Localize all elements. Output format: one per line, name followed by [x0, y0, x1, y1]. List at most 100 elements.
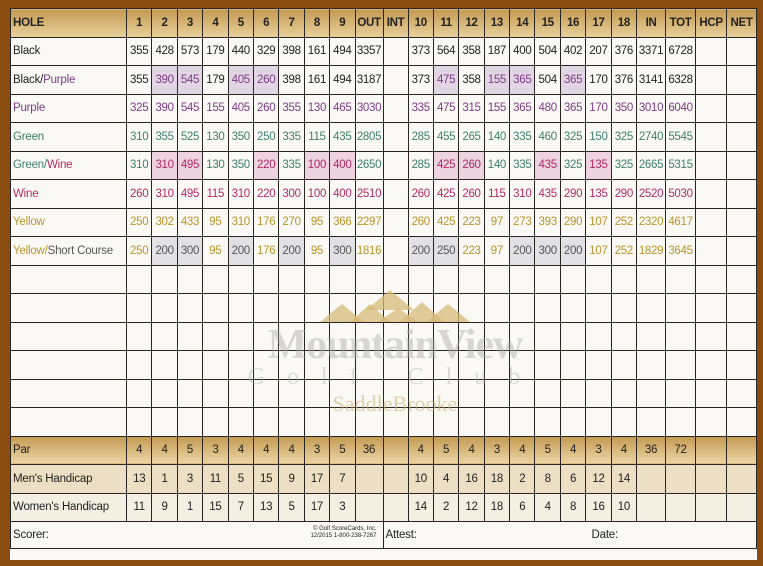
score-cell[interactable] — [458, 378, 485, 408]
score-cell[interactable] — [665, 321, 697, 351]
player-name-cell[interactable] — [10, 407, 127, 437]
attest-field[interactable]: Attest: Date: — [382, 521, 758, 549]
score-cell[interactable] — [278, 264, 305, 294]
score-cell[interactable] — [125, 264, 153, 294]
score-cell[interactable] — [509, 293, 536, 323]
score-cell[interactable] — [458, 350, 485, 380]
score-cell[interactable] — [151, 321, 178, 351]
score-cell[interactable] — [665, 407, 697, 437]
player-name-cell[interactable] — [10, 293, 127, 323]
score-cell[interactable] — [407, 321, 434, 351]
score-cell[interactable] — [151, 378, 178, 408]
score-cell[interactable] — [278, 407, 305, 437]
score-cell[interactable] — [534, 350, 561, 380]
score-cell[interactable] — [303, 378, 331, 408]
score-cell[interactable] — [559, 264, 587, 294]
score-cell[interactable] — [278, 321, 305, 351]
net-cell[interactable] — [726, 122, 758, 152]
score-cell[interactable] — [585, 407, 612, 437]
score-cell[interactable] — [151, 293, 178, 323]
score-cell[interactable] — [432, 350, 460, 380]
score-cell[interactable] — [559, 407, 587, 437]
score-cell[interactable] — [483, 407, 511, 437]
score-cell[interactable] — [636, 264, 667, 294]
score-cell[interactable] — [329, 407, 356, 437]
score-cell[interactable] — [354, 407, 384, 437]
score-cell[interactable] — [329, 321, 356, 351]
net-cell[interactable] — [726, 179, 758, 209]
score-cell[interactable] — [559, 378, 587, 408]
score-cell[interactable] — [382, 350, 409, 380]
net-cell[interactable] — [726, 93, 758, 123]
score-cell[interactable] — [726, 264, 758, 294]
score-cell[interactable] — [227, 293, 254, 323]
score-cell[interactable] — [407, 407, 434, 437]
score-cell[interactable] — [176, 378, 204, 408]
score-cell[interactable] — [695, 293, 728, 323]
score-cell[interactable] — [726, 378, 758, 408]
score-cell[interactable] — [303, 293, 331, 323]
score-cell[interactable] — [585, 350, 612, 380]
score-cell[interactable] — [407, 378, 434, 408]
player-name-cell[interactable] — [10, 321, 127, 351]
score-cell[interactable] — [329, 350, 356, 380]
score-cell[interactable] — [432, 264, 460, 294]
hcp-cell[interactable] — [695, 93, 728, 123]
score-cell[interactable] — [636, 321, 667, 351]
hcp-cell[interactable] — [695, 36, 728, 66]
hcp-cell[interactable] — [695, 179, 728, 209]
score-cell[interactable] — [382, 264, 409, 294]
score-cell[interactable] — [176, 293, 204, 323]
score-cell[interactable] — [559, 350, 587, 380]
score-cell[interactable] — [534, 293, 561, 323]
score-cell[interactable] — [252, 350, 280, 380]
score-cell[interactable] — [382, 378, 409, 408]
score-cell[interactable] — [534, 321, 561, 351]
score-cell[interactable] — [695, 264, 728, 294]
score-cell[interactable] — [151, 407, 178, 437]
score-cell[interactable] — [303, 321, 331, 351]
score-cell[interactable] — [695, 407, 728, 437]
player-name-cell[interactable] — [10, 350, 127, 380]
score-cell[interactable] — [695, 321, 728, 351]
score-cell[interactable] — [636, 378, 667, 408]
score-cell[interactable] — [125, 350, 153, 380]
score-cell[interactable] — [483, 264, 511, 294]
scorer-field[interactable]: Scorer: © Golf ScoreCards, Inc. 12/2015 1-… — [10, 521, 384, 549]
score-cell[interactable] — [382, 293, 409, 323]
score-cell[interactable] — [432, 407, 460, 437]
score-cell[interactable] — [227, 264, 254, 294]
score-cell[interactable] — [695, 378, 728, 408]
score-cell[interactable] — [125, 321, 153, 351]
score-cell[interactable] — [559, 321, 587, 351]
score-cell[interactable] — [151, 350, 178, 380]
net-cell[interactable] — [726, 65, 758, 95]
score-cell[interactable] — [303, 264, 331, 294]
score-cell[interactable] — [509, 350, 536, 380]
score-cell[interactable] — [202, 407, 229, 437]
score-cell[interactable] — [354, 293, 384, 323]
score-cell[interactable] — [432, 378, 460, 408]
score-cell[interactable] — [202, 293, 229, 323]
score-cell[interactable] — [665, 293, 697, 323]
score-cell[interactable] — [252, 321, 280, 351]
score-cell[interactable] — [585, 264, 612, 294]
score-cell[interactable] — [202, 321, 229, 351]
score-cell[interactable] — [202, 378, 229, 408]
score-cell[interactable] — [432, 293, 460, 323]
score-cell[interactable] — [483, 350, 511, 380]
score-cell[interactable] — [726, 293, 758, 323]
player-name-cell[interactable] — [10, 378, 127, 408]
score-cell[interactable] — [534, 378, 561, 408]
score-cell[interactable] — [665, 350, 697, 380]
score-cell[interactable] — [125, 407, 153, 437]
score-cell[interactable] — [227, 407, 254, 437]
score-cell[interactable] — [382, 407, 409, 437]
score-cell[interactable] — [329, 264, 356, 294]
score-cell[interactable] — [610, 264, 638, 294]
score-cell[interactable] — [610, 407, 638, 437]
score-cell[interactable] — [125, 378, 153, 408]
score-cell[interactable] — [176, 321, 204, 351]
score-cell[interactable] — [432, 321, 460, 351]
score-cell[interactable] — [458, 321, 485, 351]
